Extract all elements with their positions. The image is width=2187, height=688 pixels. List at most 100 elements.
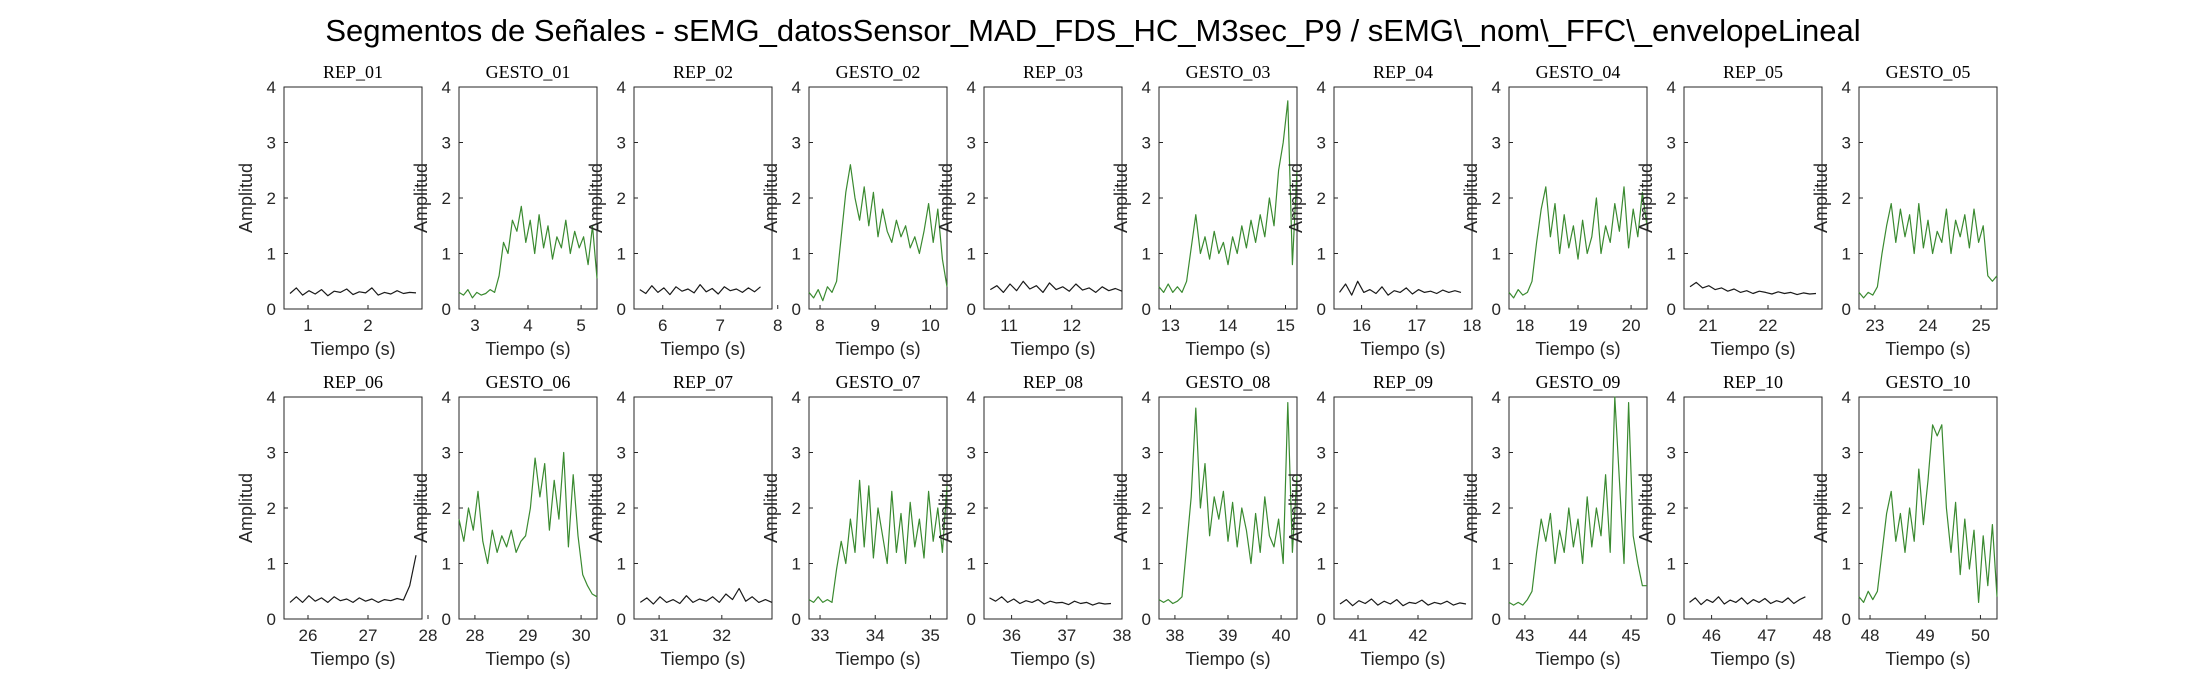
y-axis-label: Amplitud xyxy=(586,473,606,543)
y-axis-label: Amplitud xyxy=(1636,163,1656,233)
y-tick-label: 2 xyxy=(1317,499,1326,518)
y-tick-label: 4 xyxy=(617,78,626,97)
y-tick-label: 1 xyxy=(617,555,626,574)
y-axis-label: Amplitud xyxy=(1111,163,1131,233)
y-axis-label: Amplitud xyxy=(1811,163,1831,233)
x-tick-label: 46 xyxy=(1702,626,1721,645)
x-tick-label: 10 xyxy=(921,316,940,335)
y-tick-label: 2 xyxy=(1492,499,1501,518)
subplot: REP_09 0 1 2 3 4 41 42 Tiempo (s) Amplitud xyxy=(1286,372,1473,669)
y-tick-label: 4 xyxy=(1667,388,1676,407)
x-tick-label: 21 xyxy=(1699,316,1718,335)
y-tick-label: 1 xyxy=(442,245,451,264)
y-tick-label: 1 xyxy=(1667,555,1676,574)
x-tick-label: 27 xyxy=(359,626,378,645)
y-tick-label: 3 xyxy=(1667,444,1676,463)
x-tick-label: 35 xyxy=(921,626,940,645)
y-tick-label: 1 xyxy=(1667,245,1676,264)
subplot-title: GESTO_01 xyxy=(486,62,571,82)
x-axis-label: Tiempo (s) xyxy=(1885,649,1970,669)
x-axis-label: Tiempo (s) xyxy=(1885,339,1970,359)
x-axis-label: Tiempo (s) xyxy=(1185,339,1270,359)
y-tick-label: 3 xyxy=(267,444,276,463)
signal-line xyxy=(458,205,598,299)
y-tick-label: 4 xyxy=(1317,78,1326,97)
x-axis-label: Tiempo (s) xyxy=(1185,649,1270,669)
y-tick-label: 0 xyxy=(1492,300,1501,319)
subplot-title: GESTO_02 xyxy=(836,62,921,82)
x-tick-label: 36 xyxy=(1002,626,1021,645)
x-tick-label: 22 xyxy=(1759,316,1778,335)
y-tick-label: 1 xyxy=(792,245,801,264)
y-tick-label: 3 xyxy=(967,134,976,153)
y-tick-label: 4 xyxy=(967,78,976,97)
signal-line xyxy=(989,596,1112,606)
x-tick-label: 5 xyxy=(576,316,585,335)
subplot-title: REP_06 xyxy=(323,372,383,392)
subplot-title: REP_05 xyxy=(1723,62,1783,82)
x-axis-label: Tiempo (s) xyxy=(1010,339,1095,359)
x-tick-label: 13 xyxy=(1161,316,1180,335)
y-tick-label: 3 xyxy=(967,444,976,463)
y-tick-label: 1 xyxy=(1492,245,1501,264)
signal-line xyxy=(1158,402,1298,605)
y-tick-label: 4 xyxy=(1667,78,1676,97)
y-tick-label: 4 xyxy=(1842,78,1851,97)
x-tick-label: 3 xyxy=(470,316,479,335)
y-tick-label: 3 xyxy=(1492,134,1501,153)
y-axis-label: Amplitud xyxy=(411,473,431,543)
x-axis-label: Tiempo (s) xyxy=(660,339,745,359)
signal-line xyxy=(808,164,948,302)
y-tick-label: 3 xyxy=(1142,444,1151,463)
y-tick-label: 4 xyxy=(1492,78,1501,97)
y-tick-label: 1 xyxy=(1842,245,1851,264)
x-tick-label: 42 xyxy=(1409,626,1428,645)
y-tick-label: 4 xyxy=(442,78,451,97)
signal-line xyxy=(1508,396,1647,606)
y-axis-label: Amplitud xyxy=(1286,163,1306,233)
subplot-title: GESTO_07 xyxy=(836,372,921,392)
y-tick-label: 3 xyxy=(792,444,801,463)
subplot-title: REP_10 xyxy=(1723,372,1783,392)
x-tick-label: 12 xyxy=(1062,316,1081,335)
y-tick-label: 1 xyxy=(1317,555,1326,574)
x-axis-label: Tiempo (s) xyxy=(1535,339,1620,359)
y-tick-label: 0 xyxy=(442,610,451,629)
y-tick-label: 2 xyxy=(1842,189,1851,208)
y-axis-label: Amplitud xyxy=(1286,473,1306,543)
x-tick-label: 14 xyxy=(1219,316,1238,335)
y-axis-label: Amplitud xyxy=(761,473,781,543)
y-tick-label: 0 xyxy=(617,300,626,319)
figure-title: Segmentos de Señales - sEMG_datosSensor_… xyxy=(325,13,1860,48)
y-tick-label: 0 xyxy=(267,300,276,319)
y-tick-label: 1 xyxy=(1142,555,1151,574)
x-tick-label: 18 xyxy=(1515,316,1534,335)
y-tick-label: 0 xyxy=(1142,610,1151,629)
y-tick-label: 0 xyxy=(1667,300,1676,319)
x-tick-label: 48 xyxy=(1813,626,1832,645)
x-axis-label: Tiempo (s) xyxy=(660,649,745,669)
y-tick-label: 0 xyxy=(792,610,801,629)
signal-line xyxy=(458,451,598,598)
signal-line xyxy=(289,287,417,297)
subplot-title: REP_01 xyxy=(323,62,383,82)
signal-line xyxy=(1689,281,1817,296)
subplot-title: REP_09 xyxy=(1373,372,1433,392)
x-axis-label: Tiempo (s) xyxy=(1535,649,1620,669)
x-axis-label: Tiempo (s) xyxy=(835,339,920,359)
y-axis-label: Amplitud xyxy=(411,163,431,233)
x-axis-label: Tiempo (s) xyxy=(310,339,395,359)
x-tick-label: 26 xyxy=(299,626,318,645)
subplot: GESTO_01 0 1 2 3 4 3 4 5 Tiempo (s) Amplitud xyxy=(411,62,598,359)
y-tick-label: 2 xyxy=(1142,499,1151,518)
signal-line xyxy=(1858,203,1998,299)
x-tick-label: 43 xyxy=(1515,626,1534,645)
y-tick-label: 1 xyxy=(1142,245,1151,264)
subplot: REP_07 0 1 2 3 4 31 32 Tiempo (s) Amplitud xyxy=(586,372,773,669)
x-tick-label: 16 xyxy=(1352,316,1371,335)
y-tick-label: 0 xyxy=(1317,300,1326,319)
x-axis-label: Tiempo (s) xyxy=(310,649,395,669)
